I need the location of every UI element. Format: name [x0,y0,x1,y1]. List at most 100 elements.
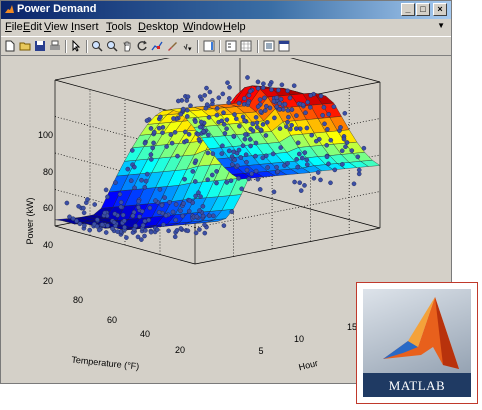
z-tick-label: 100 [38,130,53,140]
scatter-point [277,101,282,106]
scatter-point [185,94,191,100]
scatter-point [304,162,310,167]
scatter-point [81,210,87,216]
scatter-point [255,79,261,85]
scatter-point [232,157,237,163]
scatter-point [269,87,274,93]
scatter-point [160,130,165,135]
menu-window[interactable]: Window [183,21,223,33]
menu-edit[interactable]: Edit [23,21,42,33]
scatter-point [87,227,92,233]
menu-tools[interactable]: Tools [106,21,132,33]
axis-box-edge [54,58,170,81]
scatter-point [227,84,232,90]
x-tick-label: 10 [294,334,304,344]
scatter-point [113,180,118,185]
figure-toolbar: ▾ [1,36,451,56]
colorbar-icon[interactable] [203,40,215,52]
scatter-point [74,218,79,224]
scatter-point [169,140,175,146]
print-icon[interactable] [49,40,61,52]
toolbar-separator [86,40,88,53]
scatter-point [287,126,293,132]
scatter-point [285,88,290,94]
scatter-point [282,101,288,107]
pan-icon[interactable] [121,40,133,52]
surface-scatter-plot[interactable]: 100 80 60 40 20 Power (kW) 80 60 40 20 T… [5,58,447,380]
scatter-point [205,132,211,138]
scatter-point [285,120,290,125]
pointer-icon[interactable] [70,40,82,52]
scatter-point [171,116,176,121]
scatter-point [226,148,232,154]
scatter-point [296,151,302,157]
link-icon[interactable]: ▾ [180,40,192,52]
scatter-point [313,138,319,144]
zoom-in-icon[interactable] [91,40,103,52]
scatter-point [286,114,291,120]
title-bar[interactable]: Power Demand _ □ × [1,1,451,19]
scatter-point [326,112,332,117]
data-cursor-icon[interactable] [151,40,163,52]
scatter-point [194,214,200,219]
scatter-point [118,204,124,210]
scatter-point [92,202,97,207]
axis-box-edge [290,58,381,83]
scatter-point [295,164,301,170]
maximize-button[interactable]: □ [416,3,430,16]
scatter-point [289,122,294,128]
scatter-point [117,191,123,197]
scatter-point [239,186,244,192]
menu-file[interactable]: File [5,21,23,33]
scatter-point [210,151,216,156]
scatter-point [263,133,269,138]
scatter-point [291,83,297,89]
grid-icon[interactable] [240,40,252,52]
close-button[interactable]: × [433,3,447,16]
scatter-point [200,213,206,219]
scatter-point [202,230,208,236]
plot-tools-icon[interactable] [263,40,275,52]
menu-view[interactable]: View [44,21,68,33]
toolbar-separator [65,40,67,53]
scatter-point [289,107,295,113]
scatter-point [199,97,204,102]
scatter-point [228,178,234,183]
scatter-point [143,178,149,184]
scatter-point [142,218,148,224]
scatter-point [304,125,310,131]
legend-icon[interactable] [225,40,237,52]
scatter-point [193,119,198,124]
scatter-point [180,213,185,219]
menu-desktop[interactable]: Desktop [138,21,179,33]
menu-help[interactable]: Help [223,21,246,33]
scatter-point [276,107,282,112]
scatter-point [340,162,345,167]
open-folder-icon[interactable] [19,40,31,52]
scatter-point [94,223,100,229]
scatter-point [167,199,172,205]
scatter-point [144,118,150,123]
scatter-point [254,125,260,130]
logo-background: MATLAB [363,289,471,397]
menu-dock-arrow-icon[interactable]: ▼ [437,21,445,30]
scatter-point [159,202,165,208]
scatter-point [214,112,220,118]
rotate-icon[interactable] [136,40,148,52]
scatter-point [279,82,285,88]
z-tick-label: 60 [43,203,53,213]
zoom-out-icon[interactable] [106,40,118,52]
new-file-icon[interactable] [4,40,16,52]
brush-icon[interactable] [166,40,178,52]
scatter-point [204,85,209,91]
scatter-point [253,153,258,159]
minimize-button[interactable]: _ [401,3,415,16]
scatter-point [206,115,212,120]
dock-plot-tools-icon[interactable] [278,40,290,52]
scatter-point [253,168,259,174]
scatter-point [224,180,230,185]
save-icon[interactable] [34,40,46,52]
x-tick-label: 15 [347,322,357,332]
scatter-point [237,123,242,129]
menu-insert[interactable]: Insert [71,21,99,33]
